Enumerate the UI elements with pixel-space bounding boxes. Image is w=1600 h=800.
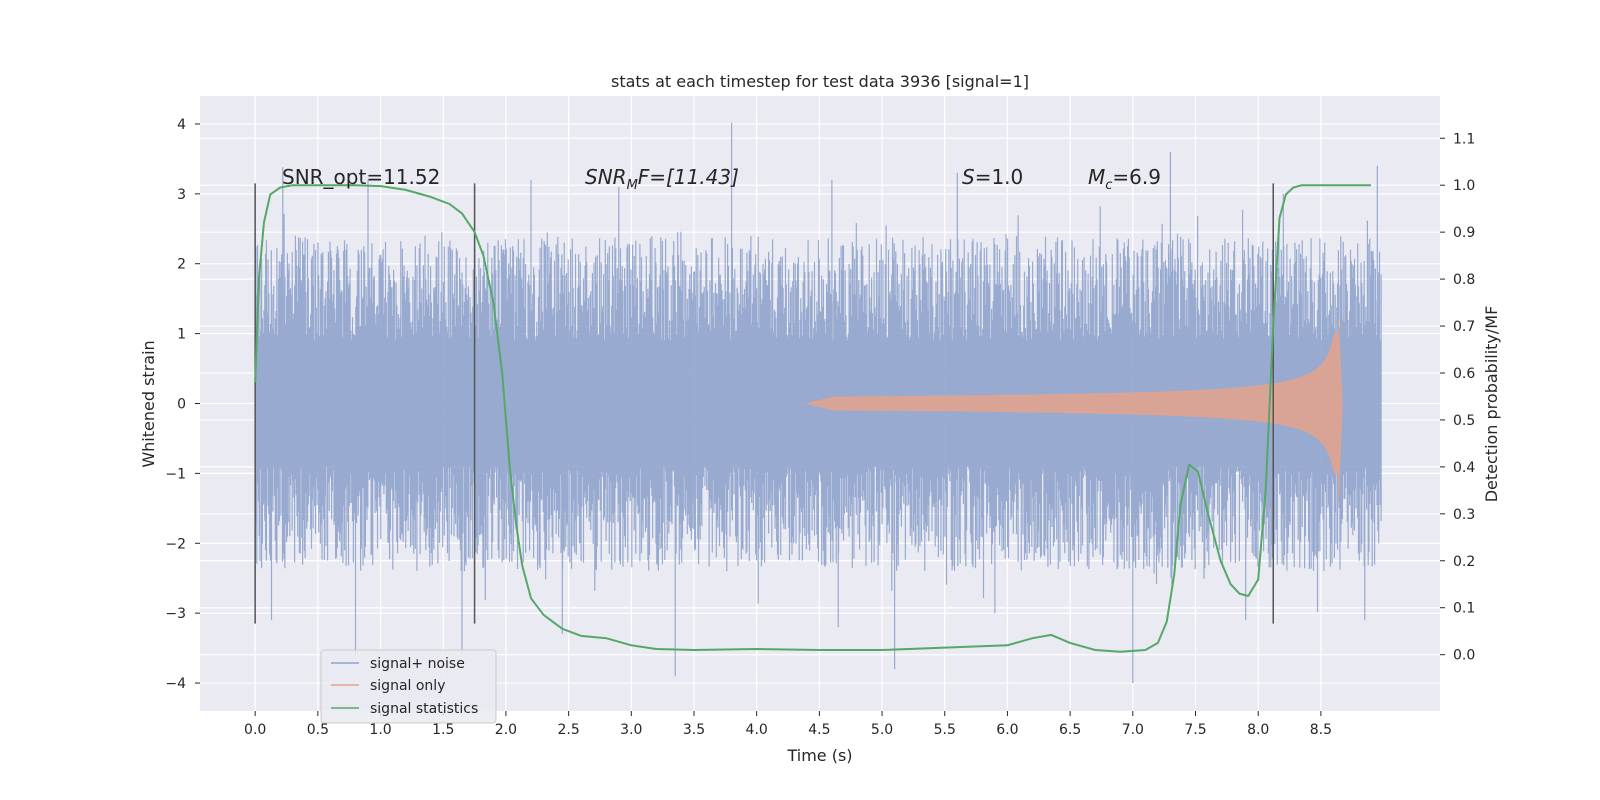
x-tick-label: 8.5: [1310, 722, 1332, 738]
y2-tick-label: 0.9: [1453, 225, 1475, 241]
legend-box: [320, 649, 497, 724]
y2-tick-label: 1.1: [1453, 131, 1475, 147]
y2-tick-label: 0.8: [1453, 272, 1475, 288]
x-tick-label: 3.0: [620, 722, 642, 738]
series-signal-statistics: [254, 184, 1371, 653]
x-tick-label: 5.5: [934, 722, 956, 738]
y2-tick-label: 0.5: [1453, 413, 1475, 429]
y-tick-label: 1: [177, 327, 186, 343]
y-tick-label: 2: [177, 257, 186, 273]
x-tick-label: 7.0: [1122, 722, 1144, 738]
chart-title: stats at each timestep for test data 393…: [611, 72, 1029, 91]
y2-tick-label: 0.1: [1453, 601, 1475, 617]
y-tick-label: −3: [165, 606, 186, 622]
statistics-line: [254, 184, 1371, 653]
x-tick-label: 6.5: [1059, 722, 1081, 738]
chirp-envelope: [806, 319, 1343, 502]
x-tick-label: 3.5: [683, 722, 705, 738]
x-tick-label: 8.0: [1247, 722, 1269, 738]
y2-tick-label: 0.7: [1453, 319, 1475, 335]
x-tick-label: 6.0: [996, 722, 1018, 738]
y2-tick-label: 0.3: [1453, 507, 1475, 523]
annotation-s: S=1.0: [962, 165, 1023, 189]
y2-tick-label: 0.2: [1453, 554, 1475, 570]
x-tick-label: 1.0: [369, 722, 391, 738]
series-signal-only: [806, 319, 1343, 502]
annotation-snr-mf: SNRMF=[11.43]: [585, 165, 739, 193]
legend-label-signal-statistics: signal statistics: [370, 701, 478, 717]
legend: signal+ noise signal only signal statist…: [320, 649, 497, 724]
x-tick-label: 7.5: [1184, 722, 1206, 738]
y-axis-label: Whitened strain: [139, 340, 158, 467]
x-tick-label: 2.0: [495, 722, 517, 738]
y-tick-label: −2: [165, 536, 186, 552]
y2-tick-label: 0.6: [1453, 366, 1475, 382]
y-tick-label: −1: [165, 466, 186, 482]
x-tick-label: 0.0: [244, 722, 266, 738]
x-tick-label: 4.5: [808, 722, 830, 738]
x-tick-label: 2.5: [557, 722, 579, 738]
x-tick-label: 1.5: [432, 722, 454, 738]
y-tick-label: 4: [177, 117, 186, 133]
y2-tick-label: 0.0: [1453, 648, 1475, 664]
y2-tick-label: 1.0: [1453, 178, 1475, 194]
annotation-snr-opt: SNR_opt=11.52: [282, 165, 440, 189]
legend-label-signal-only: signal only: [370, 678, 445, 694]
x-axis-ticks: 0.0 0.5 1.0 1.5 2.0 2.5 3.0 3.5 4.0 4.5 5.0 5.5 6.0 6…: [244, 711, 1332, 738]
y-tick-label: −4: [165, 676, 186, 692]
vertical-markers: [254, 183, 1274, 624]
x-tick-label: 4.0: [746, 722, 768, 738]
y2-tick-label: 0.4: [1453, 460, 1475, 476]
y2-axis-ticks: 1.1 1.0 0.9 0.8 0.7 0.6 0.5 0.4 0.3 0.2 0.1 0.0: [1440, 131, 1475, 664]
x-tick-label: 0.5: [307, 722, 329, 738]
y-tick-label: 0: [177, 397, 186, 413]
y-axis-ticks: 4 3 2 1 0 −1 −2 −3 −4: [165, 117, 200, 692]
annotation-mc: Mc=6.9: [1088, 165, 1161, 193]
legend-label-signal-noise: signal+ noise: [370, 656, 465, 672]
x-tick-label: 5.0: [871, 722, 893, 738]
x-axis-label: Time (s): [786, 746, 852, 765]
y2-axis-label: Detection probability/MF: [1482, 306, 1501, 503]
y-tick-label: 3: [177, 187, 186, 203]
